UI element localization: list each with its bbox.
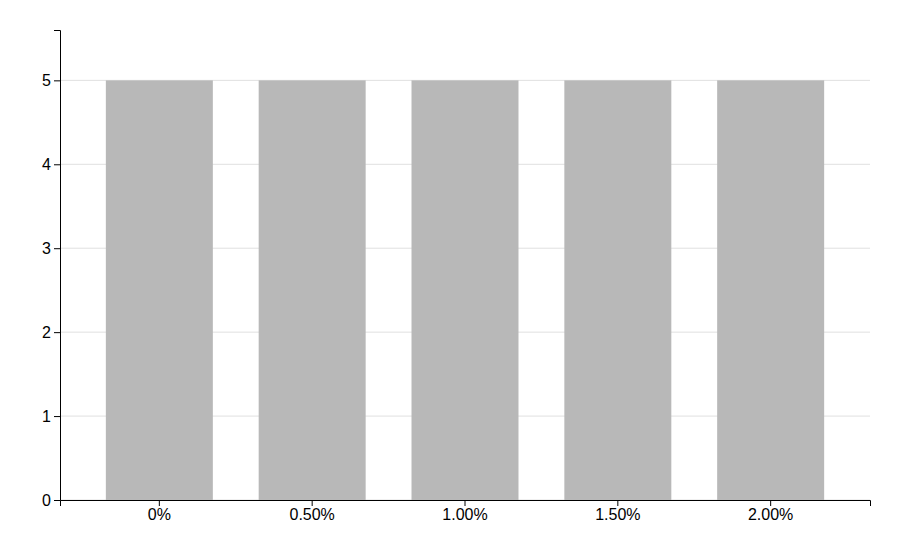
- axis-line: [61, 501, 871, 507]
- bar: [106, 80, 213, 500]
- tick-mark: [54, 416, 60, 417]
- tick: 0.50%: [289, 500, 334, 523]
- tick: 0: [42, 492, 60, 509]
- axis-line: [54, 31, 61, 501]
- tick-mark: [54, 80, 60, 81]
- tick-label: 1.50%: [595, 506, 640, 523]
- tick-mark: [312, 500, 313, 506]
- tick-mark: [54, 332, 60, 333]
- tick: 0%: [148, 500, 171, 523]
- plot: 0% 0.50% 1.00% 1.50% 2.00% 0 1 2 3 4 5: [42, 31, 870, 524]
- x-axis: 0% 0.50% 1.00% 1.50% 2.00%: [61, 500, 871, 523]
- bar: [564, 80, 671, 500]
- bar: [412, 80, 519, 500]
- tick-label: 2: [42, 324, 51, 341]
- tick-mark: [617, 500, 618, 506]
- tick-mark: [54, 500, 60, 501]
- tick-label: 4: [42, 156, 51, 173]
- tick: 1.50%: [595, 500, 640, 523]
- tick-mark: [465, 500, 466, 506]
- bar: [717, 80, 824, 500]
- tick-label: 2.00%: [748, 506, 793, 523]
- tick-mark: [770, 500, 771, 506]
- chart: 0% 0.50% 1.00% 1.50% 2.00% 0 1 2 3 4 5: [0, 0, 900, 550]
- y-axis: 0 1 2 3 4 5: [42, 31, 60, 509]
- bar: [259, 80, 366, 500]
- tick: 1: [42, 408, 60, 425]
- tick: 1.00%: [442, 500, 487, 523]
- tick-mark: [54, 164, 60, 165]
- tick-label: 0: [42, 492, 51, 509]
- tick-mark: [54, 248, 60, 249]
- tick: 3: [42, 240, 60, 257]
- tick-label: 3: [42, 240, 51, 257]
- tick: 2: [42, 324, 60, 341]
- tick-label: 0.50%: [289, 506, 334, 523]
- tick: 2.00%: [748, 500, 793, 523]
- tick-mark: [159, 500, 160, 506]
- tick: 4: [42, 156, 60, 173]
- bars: [106, 80, 824, 500]
- tick: 5: [42, 72, 60, 89]
- tick-label: 1.00%: [442, 506, 487, 523]
- tick-label: 1: [42, 408, 51, 425]
- grid: [60, 80, 870, 500]
- tick-label: 5: [42, 72, 51, 89]
- tick-label: 0%: [148, 506, 171, 523]
